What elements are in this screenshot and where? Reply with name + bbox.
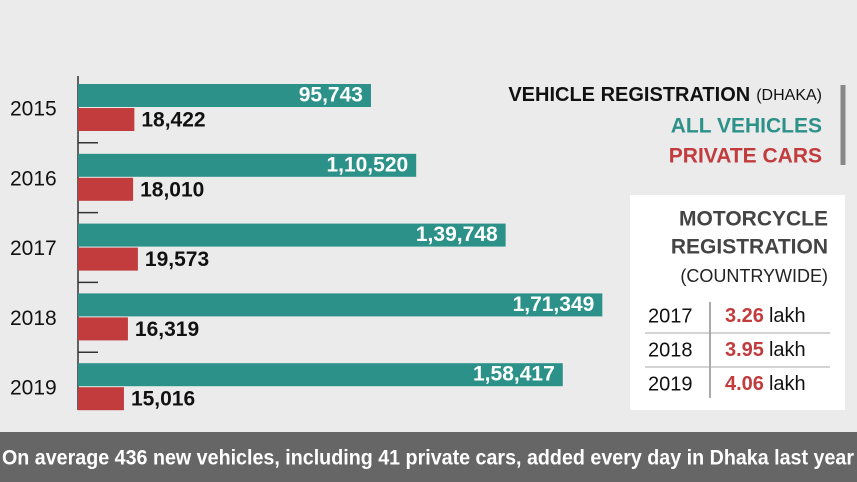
value-label: 18,010 xyxy=(140,178,204,201)
y-tick-label: 2016 xyxy=(10,167,57,190)
table-unit: lakh xyxy=(769,339,806,361)
bar xyxy=(78,223,506,247)
table-year: 2019 xyxy=(648,373,693,395)
table-value-text: 3.26 lakh xyxy=(725,305,806,327)
table-value-text: 4.06 lakh xyxy=(725,373,806,395)
value-label: 18,422 xyxy=(141,109,205,132)
bar xyxy=(78,387,124,411)
table-unit: lakh xyxy=(769,373,806,395)
table-title: REGISTRATION xyxy=(671,236,828,259)
y-tick-label: 2019 xyxy=(10,377,57,400)
value-label: 19,573 xyxy=(145,248,209,271)
value-label: 1,10,520 xyxy=(326,153,408,176)
table-title: MOTORCYCLE xyxy=(679,208,828,231)
legend-entry: ALL VEHICLES xyxy=(671,115,822,138)
value-label: 1,39,748 xyxy=(416,223,498,246)
table-value-text: 3.95 lakh xyxy=(725,339,806,361)
y-tick-label: 2018 xyxy=(10,307,57,330)
bar xyxy=(78,317,128,341)
footer-text: On average 436 new vehicles, including 4… xyxy=(2,447,854,470)
table-box xyxy=(630,195,845,410)
bar xyxy=(78,247,138,271)
table-unit: lakh xyxy=(769,305,806,327)
table-value: 3.26 xyxy=(725,305,764,327)
table-year: 2017 xyxy=(648,305,693,327)
bar xyxy=(78,177,134,201)
bar xyxy=(78,108,135,131)
value-label: 95,743 xyxy=(299,84,363,107)
table-value: 3.95 xyxy=(725,339,764,361)
y-tick-label: 2017 xyxy=(10,237,57,260)
value-label: 1,71,349 xyxy=(513,293,595,316)
footer-band xyxy=(0,432,857,482)
value-label: 15,016 xyxy=(131,388,195,411)
bar xyxy=(78,84,371,107)
legend-entry: PRIVATE CARS xyxy=(669,145,822,168)
table-value: 4.06 xyxy=(725,373,764,395)
table-year: 2018 xyxy=(648,339,693,361)
table-subtitle: (COUNTRYWIDE) xyxy=(680,266,828,286)
bar xyxy=(78,293,603,317)
value-label: 1,58,417 xyxy=(473,363,555,386)
value-label: 16,319 xyxy=(135,318,199,341)
y-tick-label: 2015 xyxy=(10,98,57,121)
bar xyxy=(78,363,563,387)
legend-subtitle: (DHAKA) xyxy=(756,87,822,104)
legend-title: VEHICLE REGISTRATION (DHAKA) xyxy=(508,84,822,106)
legend-title-main: VEHICLE REGISTRATION xyxy=(508,84,750,106)
bar xyxy=(78,153,417,177)
